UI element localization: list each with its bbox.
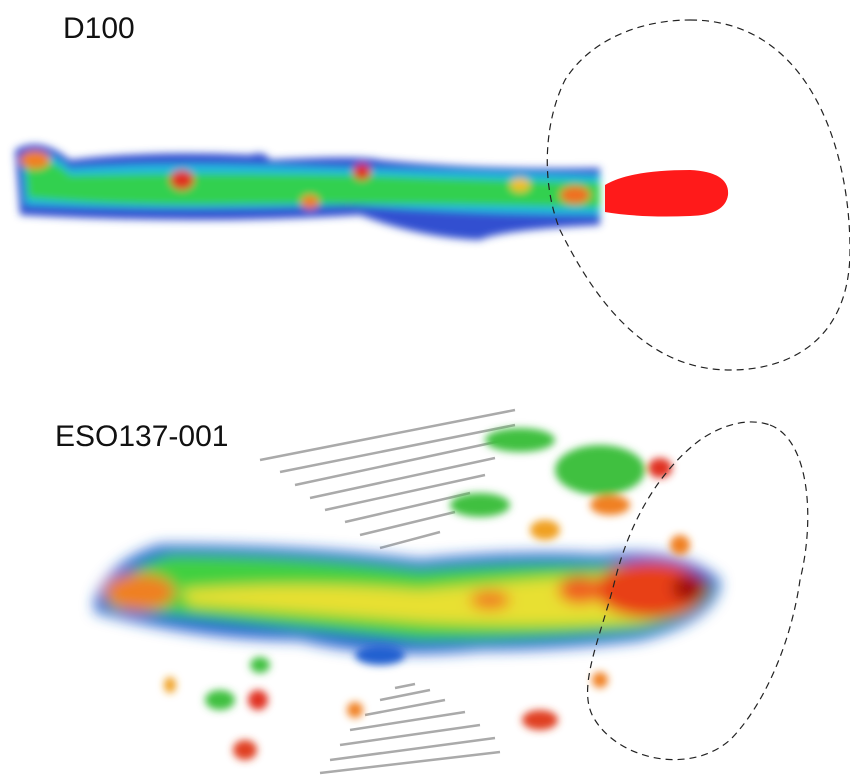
knot — [470, 590, 510, 610]
figure: D100 ESO137-001 — [0, 0, 850, 776]
knot — [20, 151, 50, 169]
knot — [560, 186, 590, 204]
tail-emission — [15, 144, 600, 240]
tail-emission — [95, 545, 720, 653]
panel-label: ESO137-001 — [55, 420, 228, 453]
knot — [170, 170, 194, 190]
panel-label: D100 — [63, 12, 135, 45]
page: D100 ESO137-001 — [0, 0, 850, 776]
core — [672, 574, 708, 602]
knot — [105, 574, 175, 610]
galaxy-head — [605, 170, 728, 217]
panel-eso137: ESO137-001 — [55, 410, 808, 773]
knot — [353, 164, 371, 180]
knot — [510, 178, 530, 192]
knot — [558, 576, 602, 604]
panel-d100: D100 — [15, 12, 850, 370]
knot — [301, 195, 319, 209]
